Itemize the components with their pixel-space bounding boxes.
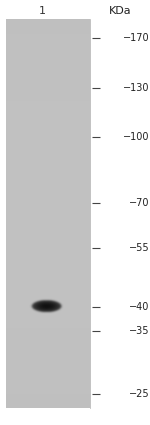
Text: −70: −70 xyxy=(129,198,149,208)
Text: −130: −130 xyxy=(123,83,149,93)
Text: −25: −25 xyxy=(129,389,149,399)
Text: −170: −170 xyxy=(123,33,149,43)
Text: 1: 1 xyxy=(39,6,45,16)
Text: −35: −35 xyxy=(129,326,149,337)
Text: −40: −40 xyxy=(129,302,149,312)
Text: KDa: KDa xyxy=(109,6,131,16)
Text: −100: −100 xyxy=(123,132,149,142)
Text: −55: −55 xyxy=(129,243,149,252)
